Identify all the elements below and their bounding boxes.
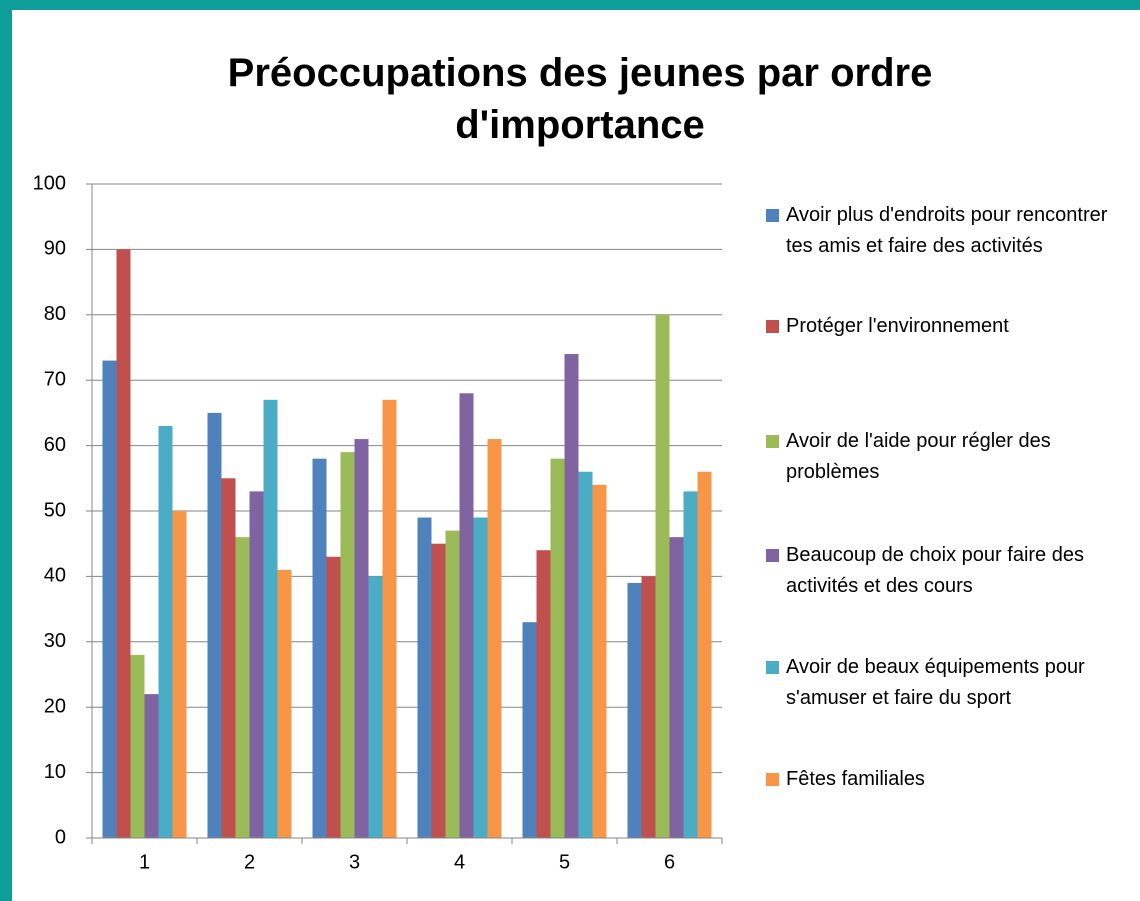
y-tick-label: 80 [44, 303, 66, 325]
y-tick-label: 100 [33, 172, 66, 194]
bar [249, 491, 264, 838]
bar [368, 576, 383, 838]
legend-swatch [766, 320, 779, 333]
bar [536, 550, 551, 838]
legend-item: Avoir de l'aide pour régler des problème… [766, 426, 1126, 488]
x-tick-label: 4 [454, 851, 465, 873]
bar [445, 530, 460, 838]
x-tick-label: 1 [139, 851, 150, 873]
bar [235, 537, 250, 838]
legend-swatch [766, 773, 779, 786]
y-tick-label: 60 [44, 434, 66, 456]
bar [263, 399, 278, 838]
x-tick-label: 3 [349, 851, 360, 873]
bar [116, 249, 131, 838]
bar [564, 354, 579, 838]
legend-swatch [766, 661, 779, 674]
bar [221, 478, 236, 838]
bar [340, 452, 355, 838]
y-tick-label: 50 [44, 499, 66, 521]
legend-label: Fêtes familiales [786, 768, 925, 790]
x-tick-label: 6 [664, 851, 675, 873]
bar [431, 543, 446, 838]
bar [578, 471, 593, 838]
bar [326, 556, 341, 838]
legend-item: Protéger l'environnement [766, 311, 1126, 342]
legend-label: Avoir de beaux équipements pour s'amuser… [786, 656, 1085, 709]
bar [312, 458, 327, 838]
x-tick-label: 5 [559, 851, 570, 873]
legend-swatch [766, 435, 779, 448]
legend-swatch [766, 549, 779, 562]
y-tick-label: 40 [44, 565, 66, 587]
legend-label: Avoir plus d'endroits pour rencontrer te… [786, 204, 1108, 257]
bar [354, 439, 369, 838]
legend-swatch [766, 209, 779, 222]
bar [382, 399, 397, 838]
bar [641, 576, 656, 838]
bar [130, 654, 145, 838]
chart-title: Préoccupations des jeunes par ordre d'imp… [228, 51, 933, 147]
y-tick-label: 70 [44, 368, 66, 390]
bar [158, 425, 173, 838]
y-tick-label: 90 [44, 238, 66, 260]
y-tick-label: 10 [44, 761, 66, 783]
legend-label: Avoir de l'aide pour régler des problème… [786, 430, 1051, 483]
bar [655, 314, 670, 838]
bar [207, 412, 222, 838]
bar [172, 511, 187, 838]
legend-item: Beaucoup de choix pour faire des activit… [766, 540, 1126, 602]
bar [473, 517, 488, 838]
bar [592, 484, 607, 838]
bar [144, 694, 159, 838]
y-tick-label: 30 [44, 630, 66, 652]
legend-label: Beaucoup de choix pour faire des activit… [786, 544, 1084, 597]
bar [683, 491, 698, 838]
bar [697, 471, 712, 838]
legend-item: Fêtes familiales [766, 764, 1126, 795]
bar [102, 360, 117, 838]
x-tick-label: 2 [244, 851, 255, 873]
legend-label: Protéger l'environnement [786, 315, 1009, 337]
y-tick-label: 0 [55, 826, 66, 848]
bar [487, 439, 502, 838]
bar [627, 582, 642, 838]
bar [550, 458, 565, 838]
y-tick-label: 20 [44, 695, 66, 717]
legend-item: Avoir de beaux équipements pour s'amuser… [766, 652, 1126, 714]
bar [417, 517, 432, 838]
legend-item: Avoir plus d'endroits pour rencontrer te… [766, 200, 1126, 262]
bar [459, 393, 474, 838]
bar [277, 569, 292, 838]
bar [669, 537, 684, 838]
bar [522, 622, 537, 838]
